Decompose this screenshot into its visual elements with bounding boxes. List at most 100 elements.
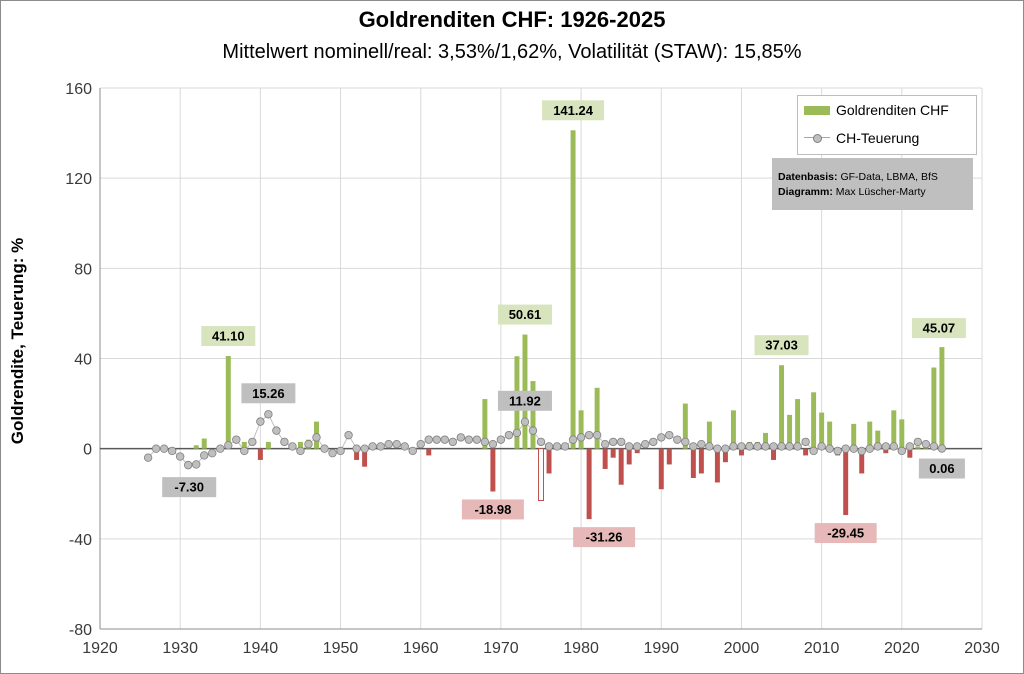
inflation-point [608,437,618,447]
inflation-point [657,433,666,442]
inflation-point [801,437,810,447]
gold-bar-positive [867,421,873,449]
gold-bar-negative [722,448,728,463]
y-tick-label: 160 [65,81,92,98]
gold-bar-negative [907,448,913,458]
inflation-point [576,433,586,442]
inflation-point [360,444,369,453]
inflation-point [143,453,153,462]
inflation-point [280,437,289,447]
inflation-point [889,442,898,451]
inflation-point [793,442,802,451]
gold-bar-positive [939,347,945,449]
y-tick-label: 40 [74,352,92,369]
source-diagram-value: Max Lüscher-Marty [835,186,926,198]
gold-bar-negative [618,448,624,485]
gold-bar-positive [931,367,937,449]
annotation-inflation-box [162,477,217,498]
inflation-point [232,435,241,444]
x-tick-label: 1990 [643,640,679,657]
gold-bar-negative [771,448,777,460]
inflation-point [673,435,682,444]
gold-bar-negative [602,448,608,469]
legend-item-inflation: CH-Teuerung [804,128,919,148]
y-tick-label: -80 [69,622,92,639]
inflation-point [336,446,345,456]
annotation-layer: 41.10 50.61 141.24 37.03 45.07 -18.98 -31.26 -2… [162,100,966,548]
inflation-line-layer [143,410,947,470]
annotation-positive-label: 37.03 [765,338,798,353]
gold-bar-positive [851,423,857,449]
gold-bar-positive [225,356,231,449]
annotation-positive: 41.10 [201,326,256,347]
inflation-point [296,446,305,456]
inflation-point [456,433,466,442]
inflation-point [905,442,915,451]
inflation-point [392,439,401,449]
inflation-point [272,426,281,435]
gold-bar-negative [843,448,849,516]
x-tick-label: 1920 [82,640,118,657]
x-tick-label: 1970 [483,640,519,657]
annotation-inflation: 15.26 [241,383,296,404]
annotation-positive-box [497,304,552,325]
inflation-point [304,439,313,449]
x-tick-label: 2030 [964,640,1000,657]
legend-label-inflation: CH-Teuerung [836,130,920,146]
inflation-point [881,442,890,451]
gold-bar-positive [594,387,600,449]
annotation-positive: 45.07 [911,318,966,339]
gold-bar-negative [546,448,552,474]
inflation-point [705,442,714,451]
annotation-negative: -18.98 [461,499,524,520]
inflation-point [151,444,161,453]
inflation-point [175,452,185,461]
inflation-point [809,446,818,456]
inflation-point [857,446,866,456]
annotation-inflation: 11.92 [497,390,552,411]
inflation-point [865,444,874,453]
inflation-point [440,435,449,444]
inflation-point [328,448,337,458]
gold-bar-negative [803,448,809,456]
inflation-point [472,435,482,444]
inflation-point [312,433,321,442]
annotation-positive-box [542,100,605,121]
inflation-point [480,437,490,447]
annotation-positive-box [201,326,256,347]
inflation-point [697,439,706,449]
inflation-point [681,437,690,447]
gold-bar-positive [819,412,825,449]
inflation-point [937,444,947,453]
inflation-point [641,439,650,449]
inflation-point [384,439,393,449]
annotation-inflation: 0.06 [918,458,965,479]
gold-bar-positive [241,441,247,449]
annotation-inflation-box [918,458,965,479]
inflation-point [785,442,794,451]
gold-bar-negative [658,448,664,490]
annotation-positive-box [911,318,966,339]
inflation-point [504,430,514,440]
annotation-inflation-box [241,383,296,404]
inflation-point [416,439,425,449]
gold-bar-negative [714,448,720,483]
y-axis-label: Goldrendite, Teuerung: % [8,238,27,445]
x-tick-label: 2020 [884,640,920,657]
inflation-point [689,442,698,451]
inflation-point [424,435,433,444]
inflation-point [929,442,939,451]
y-tick-label: 120 [65,171,92,188]
inflation-point [368,442,377,451]
gold-bar-positive [706,421,712,449]
inflation-point [849,444,858,453]
annotation-inflation-label: -7.30 [174,480,204,495]
inflation-point [183,460,193,470]
gold-bar-positive [530,381,536,449]
inflation-point [817,442,826,451]
gold-bar-positive [201,438,207,449]
gold-bar-positive [265,441,271,449]
inflation-point [600,439,610,449]
